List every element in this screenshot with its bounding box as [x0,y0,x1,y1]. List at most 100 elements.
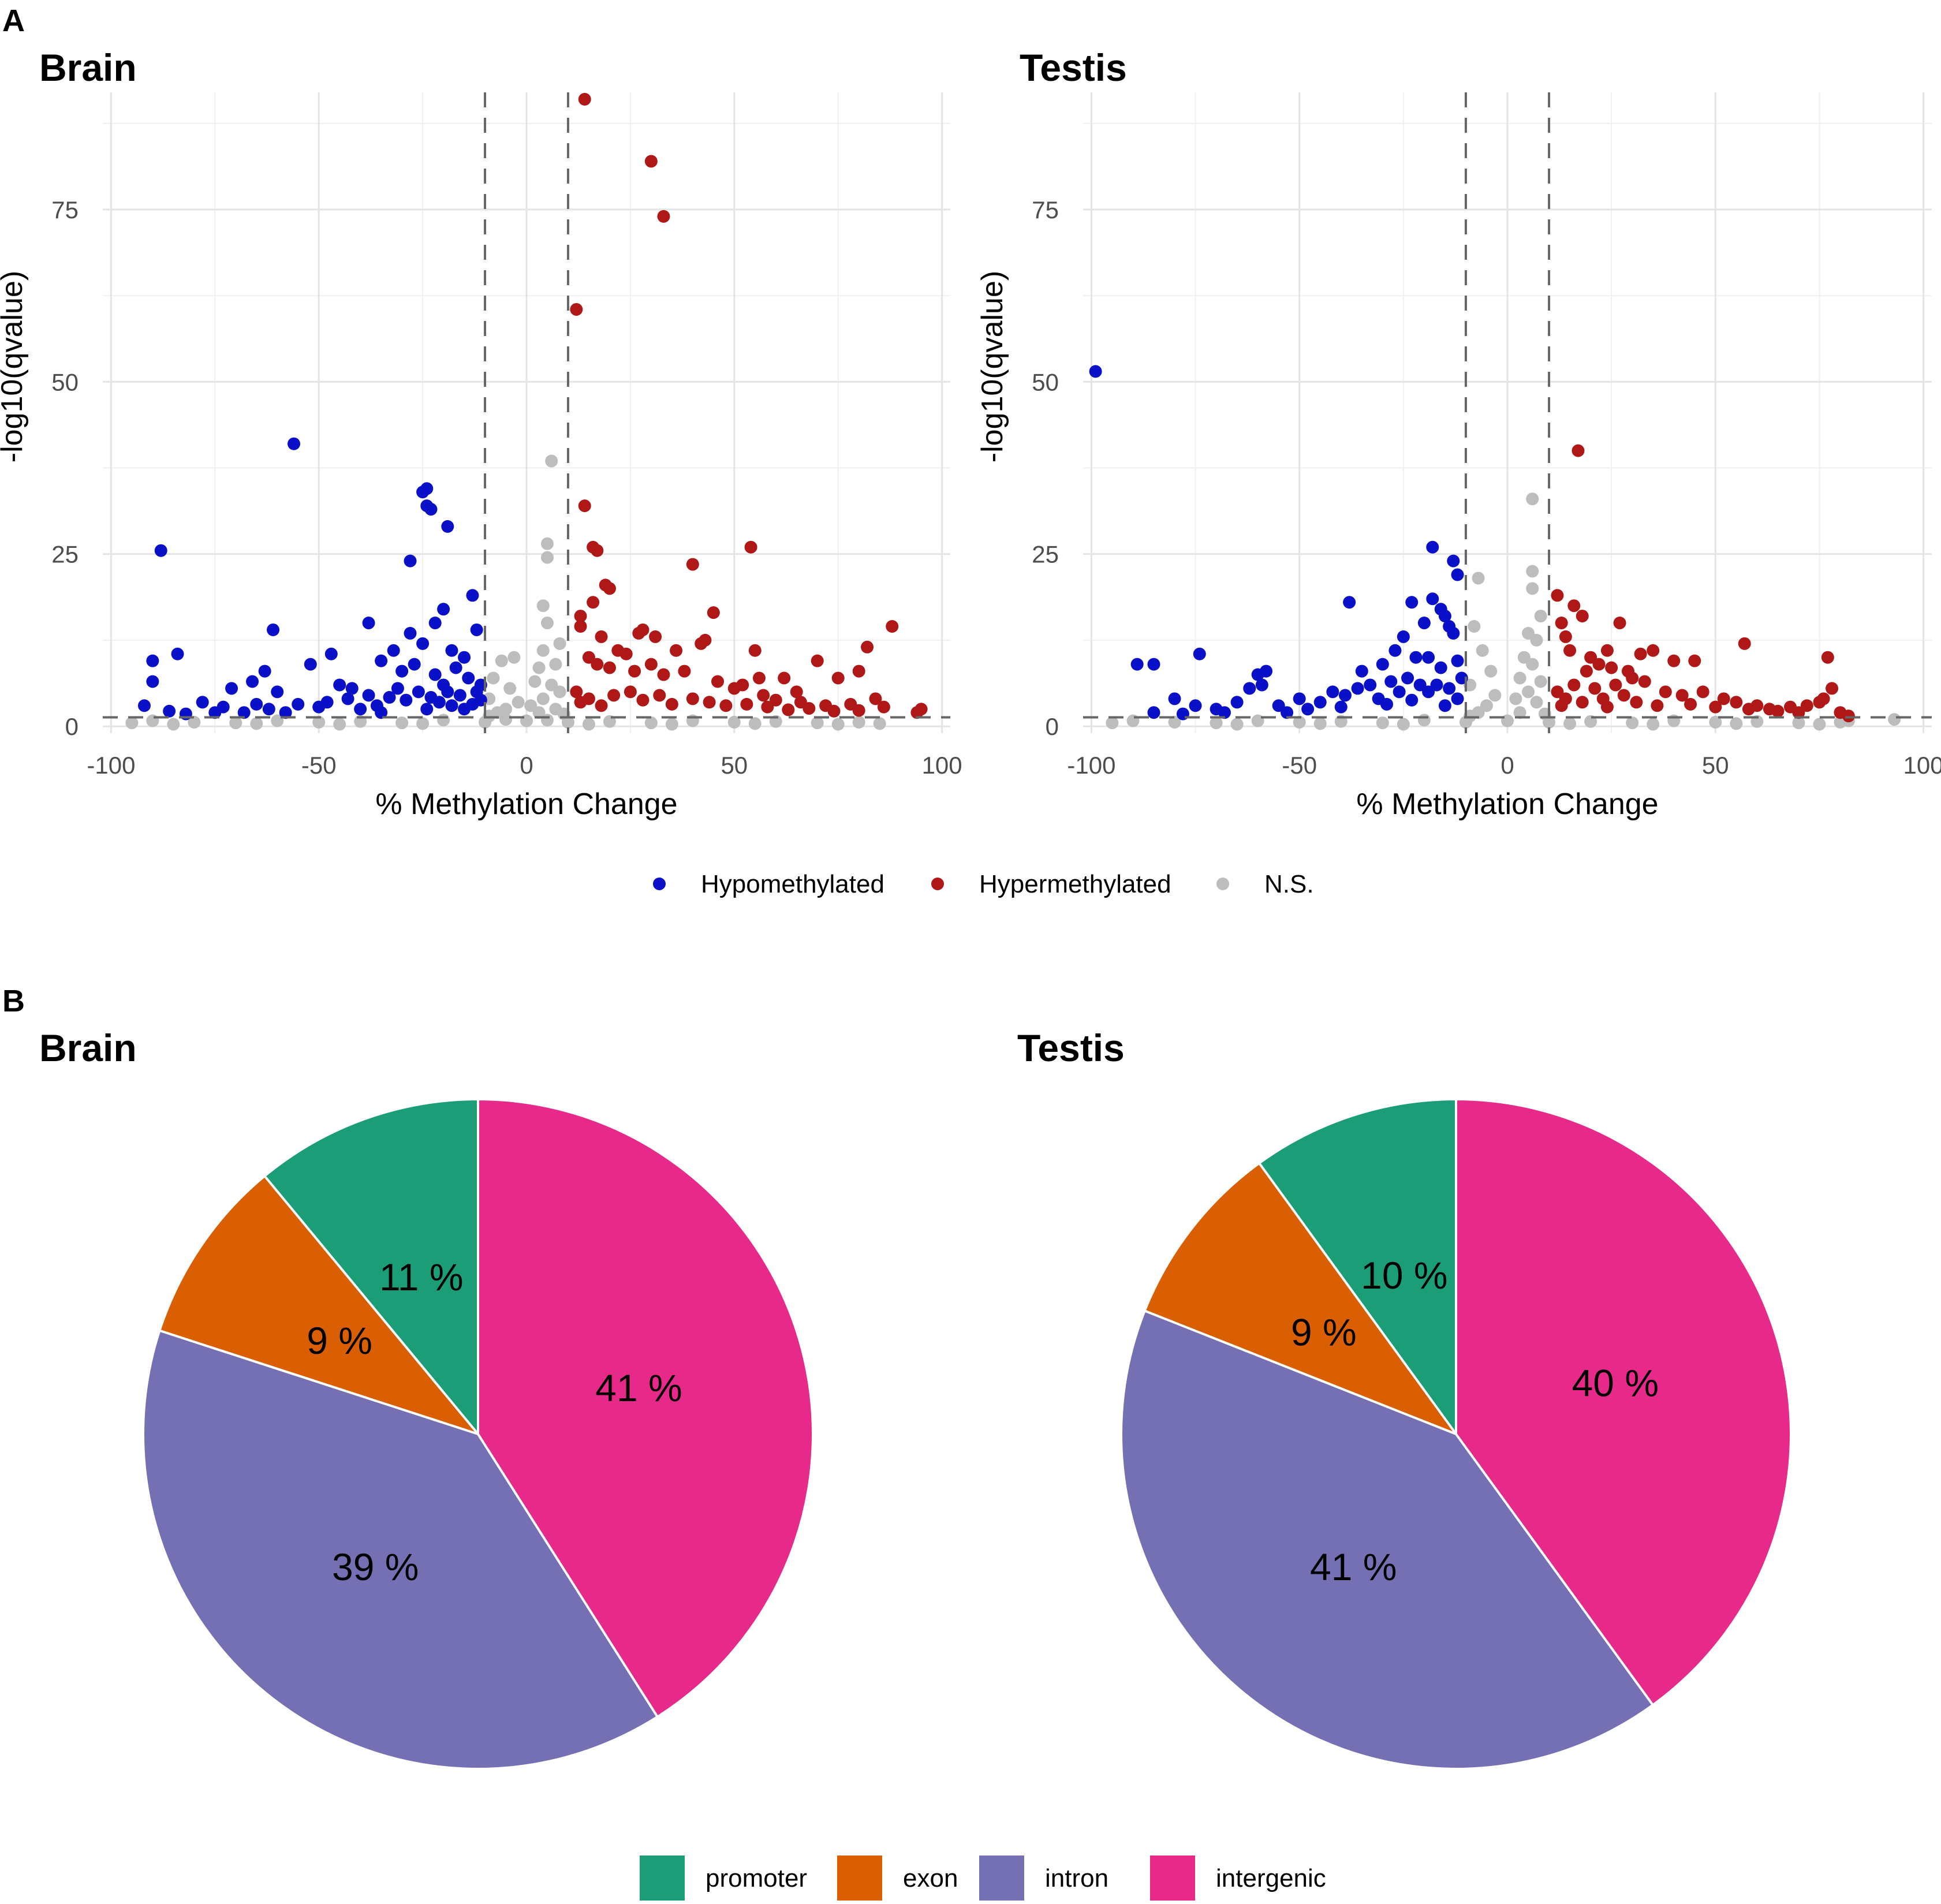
testis-point-hypermethylated [1576,696,1589,709]
brain-point-hypomethylated [262,703,275,716]
panel-a-label: A [2,3,25,38]
testis-point-n-s [1530,696,1543,709]
testis-point-hypermethylated [1634,647,1647,660]
testis-x-tick-label: -50 [1282,752,1317,779]
testis-point-hypermethylated [1675,689,1689,702]
brain-pie-slice-exon [158,1174,481,1437]
testis-point-n-s [1376,716,1389,730]
testis-point-hypermethylated [1821,651,1834,664]
testis-point-hypermethylated [1742,703,1755,716]
brain-point-hypermethylated [570,685,583,699]
brain-point-hypomethylated [137,699,151,712]
testis-pie-slice-exon [1143,1161,1460,1437]
brain-point-hypermethylated [574,620,587,633]
testis-point-n-s [1534,610,1547,623]
legend-label-intergenic: intergenic [1216,1864,1326,1892]
pie-chart-testis: Testis 10 %9 % 41 % 40 % [1017,1026,1792,1770]
testis-point-hypermethylated [1688,654,1701,667]
brain-point-hypermethylated [644,155,658,168]
brain-point-hypermethylated [657,668,670,681]
brain-point-n-s [495,654,508,667]
brain-point-n-s [271,714,284,727]
brain-point-hypomethylated [416,637,430,650]
testis-point-hypomethylated [1393,685,1406,699]
testis-point-hypermethylated [1709,700,1722,714]
brain-point-hypomethylated [271,685,284,699]
testis-point-hypermethylated [1630,696,1643,709]
brain-point-hypermethylated [619,647,633,660]
brain-point-hypomethylated [466,589,479,602]
brain-point-hypermethylated [740,697,753,711]
legend-dot-hypermethylated [931,878,944,890]
testis-point-hypermethylated [1563,644,1577,657]
brain-point-hypermethylated [657,210,670,223]
testis-point-hypomethylated [1405,693,1419,707]
brain-point-hypermethylated [578,499,591,513]
testis-point-n-s [1626,716,1639,730]
brain-point-n-s [644,716,658,730]
brain-point-hypermethylated [782,703,795,716]
testis-point-n-s [1168,715,1181,729]
testis-point-hypomethylated [1147,706,1160,719]
brain-point-hypomethylated [250,697,263,711]
testis-point-hypermethylated [1600,644,1614,657]
testis-pie-slice-promoter [1257,1097,1457,1438]
testis-point-hypomethylated [1293,692,1306,705]
brain-point-hypermethylated [570,303,583,316]
testis-point-n-s [1526,565,1539,578]
brain-pie-label-intergenic: 41 % [595,1367,682,1409]
brain-point-hypermethylated [752,671,766,685]
brain-point-hypomethylated [237,706,251,719]
brain-pie-title: Brain [39,1026,137,1069]
testis-point-hypomethylated [1089,365,1102,378]
brain-point-hypermethylated [591,544,604,557]
legend-dot-n-s [1216,878,1229,890]
brain-point-hypomethylated [333,678,346,692]
legend-swatch-intron [979,1856,1024,1901]
testis-point-hypomethylated [1426,540,1439,554]
testis-point-hypermethylated [1617,689,1630,702]
brain-point-hypermethylated [790,685,803,699]
brain-point-hypermethylated [644,658,658,671]
brain-point-n-s [727,715,741,729]
brain-point-hypermethylated [861,640,874,654]
brain-point-hypermethylated [736,678,749,692]
legend-label-exon: exon [903,1864,958,1892]
testis-point-hypomethylated [1443,682,1456,695]
brain-point-hypomethylated [462,671,475,685]
testis-point-hypermethylated [1567,678,1581,692]
brain-point-hypermethylated [748,644,762,657]
brain-point-hypomethylated [391,682,404,695]
panel-b-label: B [2,984,25,1018]
brain-point-hypermethylated [587,596,600,609]
testis-point-hypomethylated [1334,700,1347,714]
brain-point-n-s [549,658,562,671]
brain-point-hypomethylated [412,685,425,699]
testis-point-hypomethylated [1281,706,1294,719]
brain-point-hypermethylated [719,699,733,712]
brain-point-hypomethylated [404,626,417,640]
brain-point-hypermethylated [778,671,791,685]
legend-label-n-s: N.S. [1264,870,1314,898]
testis-point-hypermethylated [1559,630,1572,643]
testis-point-hypomethylated [1243,682,1256,695]
testis-point-n-s [1526,492,1539,506]
testis-point-hypomethylated [1260,664,1273,678]
brain-point-n-s [536,692,550,705]
brain-pie-label-promoter: 11 % [379,1256,464,1298]
brain-pie-slice-intron [142,1329,659,1770]
testis-x-tick-label: 100 [1903,752,1941,779]
brain-point-hypomethylated [146,675,159,688]
brain-point-hypomethylated [420,703,434,716]
brain-point-hypomethylated [441,685,454,699]
testis-point-hypermethylated [1580,664,1593,678]
brain-point-hypermethylated [595,699,608,712]
testis-x-tick-label: 0 [1500,752,1514,779]
testis-point-hypomethylated [1147,658,1160,671]
testis-point-hypomethylated [1447,554,1460,568]
brain-point-n-s [487,671,500,685]
testis-point-hypermethylated [1613,617,1626,630]
brain-point-hypermethylated [744,540,757,554]
brain-point-hypomethylated [404,554,417,568]
brain-point-hypermethylated [877,700,890,714]
